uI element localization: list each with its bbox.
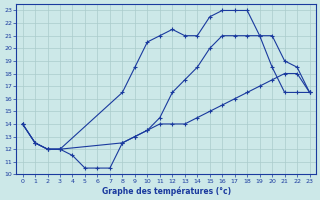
X-axis label: Graphe des températures (°c): Graphe des températures (°c) [101,186,231,196]
